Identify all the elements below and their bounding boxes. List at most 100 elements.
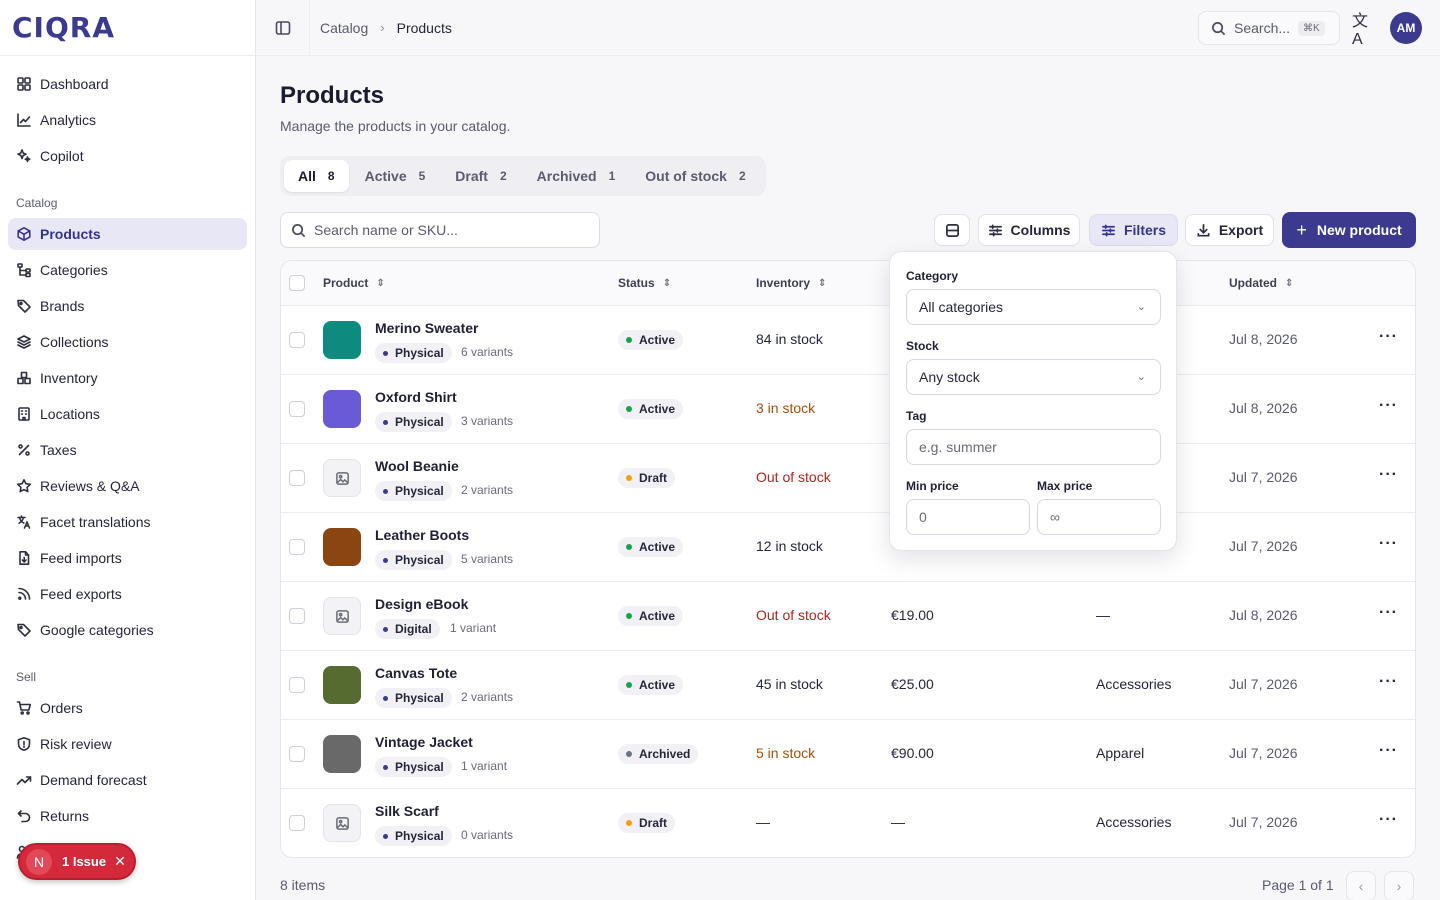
- table-row[interactable]: Leather Boots Physical 5 variants Active 12 …: [281, 513, 1415, 582]
- app-logo[interactable]: CIQRA: [12, 11, 115, 44]
- export-button[interactable]: Export: [1185, 214, 1274, 246]
- global-search[interactable]: Search... ⌘K: [1198, 11, 1340, 45]
- avatar[interactable]: AM: [1390, 12, 1422, 44]
- product-name[interactable]: Leather Boots: [375, 527, 470, 543]
- min-price-input[interactable]: 0: [906, 499, 1030, 535]
- more-actions-icon[interactable]: ···: [1379, 328, 1398, 345]
- more-actions-icon[interactable]: ···: [1379, 604, 1398, 621]
- product-thumbnail[interactable]: [323, 321, 361, 359]
- more-actions-icon[interactable]: ···: [1379, 673, 1398, 690]
- tab-active[interactable]: Active 5: [351, 160, 440, 192]
- filters-button[interactable]: Filters: [1089, 214, 1178, 246]
- translate-icon[interactable]: 文A: [1352, 13, 1369, 48]
- sidebar-item-dashboard[interactable]: Dashboard: [8, 68, 247, 100]
- product-thumbnail[interactable]: [323, 390, 361, 428]
- price-value: —: [891, 814, 905, 830]
- product-thumbnail[interactable]: [323, 597, 361, 635]
- row-checkbox[interactable]: [289, 539, 305, 555]
- category-select[interactable]: All categories ⌄: [906, 289, 1161, 325]
- row-checkbox[interactable]: [289, 815, 305, 831]
- products-table: Product ⇕ Status ⇕ Inventory ⇕ Updated ⇕ Mer…: [280, 260, 1416, 858]
- sidebar-item-taxes[interactable]: Taxes: [8, 434, 247, 466]
- header-inventory[interactable]: Inventory ⇕: [756, 276, 826, 290]
- breadcrumb-catalog[interactable]: Catalog: [320, 19, 369, 36]
- product-thumbnail[interactable]: [323, 666, 361, 704]
- sidebar-item-copilot[interactable]: Copilot: [8, 140, 247, 172]
- product-thumbnail[interactable]: [323, 735, 361, 773]
- more-actions-icon[interactable]: ···: [1379, 742, 1398, 759]
- sidebar-item-feed-exports[interactable]: Feed exports: [8, 578, 247, 610]
- sidebar-item-products[interactable]: Products: [8, 218, 247, 250]
- tab-label: Active: [364, 168, 407, 184]
- tab-out-of-stock[interactable]: Out of stock 2: [631, 160, 759, 192]
- row-checkbox[interactable]: [289, 677, 305, 693]
- sidebar-item-reviews-q-a[interactable]: Reviews & Q&A: [8, 470, 247, 502]
- more-actions-icon[interactable]: ···: [1379, 466, 1398, 483]
- select-all-checkbox[interactable]: [289, 275, 305, 291]
- product-type-badge: Physical: [375, 343, 452, 363]
- tab-draft[interactable]: Draft 2: [441, 160, 520, 192]
- issue-badge[interactable]: N 1 Issue ✕: [18, 843, 136, 880]
- tab-archived[interactable]: Archived 1: [523, 160, 630, 192]
- sidebar-item-locations[interactable]: Locations: [8, 398, 247, 430]
- more-actions-icon[interactable]: ···: [1379, 535, 1398, 552]
- max-price-input[interactable]: ∞: [1037, 499, 1161, 535]
- table-row[interactable]: Silk Scarf Physical 0 variants Draft — — Acces…: [281, 789, 1415, 857]
- header-product[interactable]: Product ⇕: [323, 276, 385, 290]
- sidebar-item-collections[interactable]: Collections: [8, 326, 247, 358]
- filters-popover: Category All categories ⌄ Stock Any stoc…: [889, 251, 1177, 551]
- columns-button[interactable]: Columns: [978, 214, 1080, 246]
- product-thumbnail[interactable]: [323, 459, 361, 497]
- more-actions-icon[interactable]: ···: [1379, 811, 1398, 828]
- sidebar-item-demand-forecast[interactable]: Demand forecast: [8, 764, 247, 796]
- sidebar-item-returns[interactable]: Returns: [8, 800, 247, 832]
- sidebar-item-inventory[interactable]: Inventory: [8, 362, 247, 394]
- product-thumbnail[interactable]: [323, 528, 361, 566]
- prev-page-button[interactable]: ‹: [1346, 871, 1376, 900]
- sidebar-item-risk-review[interactable]: Risk review: [8, 728, 247, 760]
- density-toggle-button[interactable]: [934, 214, 970, 246]
- more-actions-icon[interactable]: ···: [1379, 397, 1398, 414]
- product-name[interactable]: Merino Sweater: [375, 320, 479, 336]
- table-row[interactable]: Vintage Jacket Physical 1 variant Archived 5…: [281, 720, 1415, 789]
- stock-select[interactable]: Any stock ⌄: [906, 359, 1161, 395]
- sidebar-item-brands[interactable]: Brands: [8, 290, 247, 322]
- new-product-button[interactable]: + New product: [1282, 212, 1416, 248]
- sidebar-item-categories[interactable]: Categories: [8, 254, 247, 286]
- sidebar-item-google-categories[interactable]: Google categories: [8, 614, 247, 646]
- product-type: Physical: [395, 553, 444, 567]
- product-name[interactable]: Canvas Tote: [375, 665, 458, 681]
- category-value: Accessories: [1096, 814, 1172, 830]
- sidebar-item-label: Dashboard: [40, 76, 109, 92]
- product-name[interactable]: Silk Scarf: [375, 803, 439, 819]
- sidebar-toggle-button[interactable]: [256, 0, 310, 56]
- sidebar-item-analytics[interactable]: Analytics: [8, 104, 247, 136]
- next-page-button[interactable]: ›: [1384, 871, 1414, 900]
- table-row[interactable]: Oxford Shirt Physical 3 variants Active 3 in…: [281, 375, 1415, 444]
- row-checkbox[interactable]: [289, 608, 305, 624]
- product-name[interactable]: Wool Beanie: [375, 458, 459, 474]
- status-dot: [626, 682, 632, 688]
- sidebar-item-feed-imports[interactable]: Feed imports: [8, 542, 247, 574]
- row-checkbox[interactable]: [289, 401, 305, 417]
- header-updated[interactable]: Updated ⇕: [1229, 276, 1293, 290]
- row-checkbox[interactable]: [289, 746, 305, 762]
- sidebar-item-orders[interactable]: Orders: [8, 692, 247, 724]
- sidebar-item-facet-translations[interactable]: Facet translations: [8, 506, 247, 538]
- product-thumbnail[interactable]: [323, 804, 361, 842]
- header-status[interactable]: Status ⇕: [618, 276, 671, 290]
- row-checkbox[interactable]: [289, 470, 305, 486]
- product-name[interactable]: Oxford Shirt: [375, 389, 457, 405]
- product-search-input[interactable]: Search name or SKU...: [280, 212, 600, 248]
- close-icon[interactable]: ✕: [114, 853, 126, 869]
- table-row[interactable]: Merino Sweater Physical 6 variants Active 84…: [281, 306, 1415, 375]
- product-name[interactable]: Vintage Jacket: [375, 734, 473, 750]
- table-row[interactable]: Design eBook Digital 1 variant Active Out of…: [281, 582, 1415, 651]
- row-checkbox[interactable]: [289, 332, 305, 348]
- tab-all[interactable]: All 8: [284, 160, 349, 192]
- table-row[interactable]: Canvas Tote Physical 2 variants Active 45 in…: [281, 651, 1415, 720]
- table-row[interactable]: Wool Beanie Physical 2 variants Draft Out of…: [281, 444, 1415, 513]
- columns-label: Columns: [1010, 222, 1071, 238]
- tag-input[interactable]: e.g. summer: [906, 429, 1161, 465]
- product-name[interactable]: Design eBook: [375, 596, 469, 612]
